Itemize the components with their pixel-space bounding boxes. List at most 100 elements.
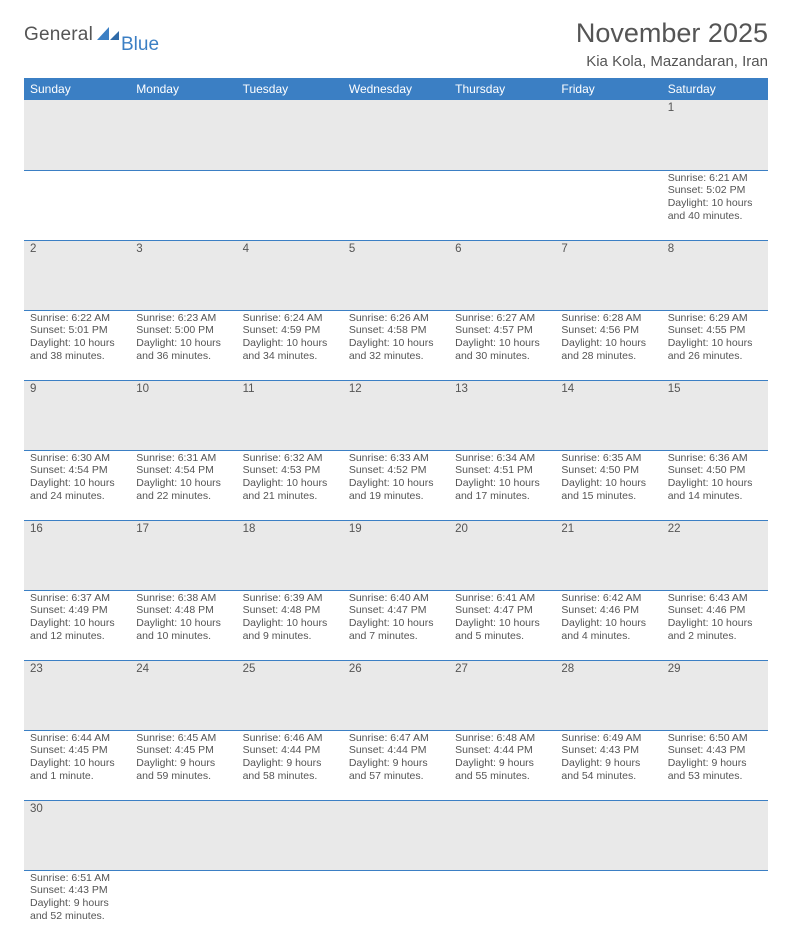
daybody-row: Sunrise: 6:21 AM Sunset: 5:02 PM Dayligh… <box>24 170 768 240</box>
day-number <box>449 100 555 116</box>
day-details <box>343 171 449 175</box>
day-number-cell: 15 <box>662 380 768 450</box>
day-details: Sunrise: 6:44 AM Sunset: 4:45 PM Dayligh… <box>24 731 130 786</box>
day-details: Sunrise: 6:23 AM Sunset: 5:00 PM Dayligh… <box>130 311 236 366</box>
day-number-cell: 3 <box>130 240 236 310</box>
weekday-header: Sunday <box>24 78 130 100</box>
day-body-cell: Sunrise: 6:35 AM Sunset: 4:50 PM Dayligh… <box>555 450 661 520</box>
day-number <box>237 801 343 817</box>
daynum-row: 2345678 <box>24 240 768 310</box>
weekday-header: Thursday <box>449 78 555 100</box>
day-number: 13 <box>449 381 555 397</box>
daynum-row: 16171819202122 <box>24 520 768 590</box>
day-number: 9 <box>24 381 130 397</box>
day-body-cell: Sunrise: 6:42 AM Sunset: 4:46 PM Dayligh… <box>555 590 661 660</box>
day-number-cell <box>449 800 555 870</box>
day-number-cell: 4 <box>237 240 343 310</box>
day-number-cell: 26 <box>343 660 449 730</box>
day-details: Sunrise: 6:28 AM Sunset: 4:56 PM Dayligh… <box>555 311 661 366</box>
day-body-cell <box>555 870 661 940</box>
day-body-cell <box>555 170 661 240</box>
day-number: 29 <box>662 661 768 677</box>
day-body-cell <box>130 870 236 940</box>
daybody-row: Sunrise: 6:37 AM Sunset: 4:49 PM Dayligh… <box>24 590 768 660</box>
day-number-cell: 25 <box>237 660 343 730</box>
day-details <box>555 871 661 875</box>
day-details: Sunrise: 6:39 AM Sunset: 4:48 PM Dayligh… <box>237 591 343 646</box>
day-number-cell: 13 <box>449 380 555 450</box>
day-number-cell <box>555 800 661 870</box>
day-number: 12 <box>343 381 449 397</box>
day-details <box>130 871 236 875</box>
day-number: 16 <box>24 521 130 537</box>
day-details: Sunrise: 6:51 AM Sunset: 4:43 PM Dayligh… <box>24 871 130 926</box>
day-details: Sunrise: 6:45 AM Sunset: 4:45 PM Dayligh… <box>130 731 236 786</box>
logo-text-blue: Blue <box>121 34 159 56</box>
day-details <box>237 871 343 875</box>
daynum-row: 23242526272829 <box>24 660 768 730</box>
day-number <box>555 801 661 817</box>
day-number-cell: 14 <box>555 380 661 450</box>
day-number: 19 <box>343 521 449 537</box>
day-number: 26 <box>343 661 449 677</box>
day-number-cell: 24 <box>130 660 236 730</box>
day-number <box>343 100 449 116</box>
day-body-cell <box>237 170 343 240</box>
day-number: 21 <box>555 521 661 537</box>
weekday-header: Monday <box>130 78 236 100</box>
day-body-cell: Sunrise: 6:29 AM Sunset: 4:55 PM Dayligh… <box>662 310 768 380</box>
day-number <box>449 801 555 817</box>
calendar-table: Sunday Monday Tuesday Wednesday Thursday… <box>24 78 768 940</box>
day-body-cell: Sunrise: 6:33 AM Sunset: 4:52 PM Dayligh… <box>343 450 449 520</box>
header: General Blue November 2025 Kia Kola, Maz… <box>24 18 768 70</box>
day-number <box>130 100 236 116</box>
day-body-cell: Sunrise: 6:21 AM Sunset: 5:02 PM Dayligh… <box>662 170 768 240</box>
day-number: 24 <box>130 661 236 677</box>
day-details: Sunrise: 6:48 AM Sunset: 4:44 PM Dayligh… <box>449 731 555 786</box>
day-details <box>449 171 555 175</box>
day-number: 28 <box>555 661 661 677</box>
day-body-cell: Sunrise: 6:43 AM Sunset: 4:46 PM Dayligh… <box>662 590 768 660</box>
daynum-row: 9101112131415 <box>24 380 768 450</box>
day-body-cell: Sunrise: 6:34 AM Sunset: 4:51 PM Dayligh… <box>449 450 555 520</box>
weekday-header: Saturday <box>662 78 768 100</box>
day-number: 15 <box>662 381 768 397</box>
day-number-cell: 28 <box>555 660 661 730</box>
day-number <box>237 100 343 116</box>
day-body-cell: Sunrise: 6:48 AM Sunset: 4:44 PM Dayligh… <box>449 730 555 800</box>
day-number: 27 <box>449 661 555 677</box>
day-body-cell: Sunrise: 6:28 AM Sunset: 4:56 PM Dayligh… <box>555 310 661 380</box>
daynum-row: 1 <box>24 100 768 170</box>
daybody-row: Sunrise: 6:51 AM Sunset: 4:43 PM Dayligh… <box>24 870 768 940</box>
day-body-cell: Sunrise: 6:24 AM Sunset: 4:59 PM Dayligh… <box>237 310 343 380</box>
day-number <box>555 100 661 116</box>
weekday-header: Wednesday <box>343 78 449 100</box>
day-number-cell: 29 <box>662 660 768 730</box>
day-details: Sunrise: 6:33 AM Sunset: 4:52 PM Dayligh… <box>343 451 449 506</box>
day-details: Sunrise: 6:50 AM Sunset: 4:43 PM Dayligh… <box>662 731 768 786</box>
day-number-cell: 18 <box>237 520 343 590</box>
day-details: Sunrise: 6:47 AM Sunset: 4:44 PM Dayligh… <box>343 731 449 786</box>
day-number: 3 <box>130 241 236 257</box>
day-body-cell: Sunrise: 6:47 AM Sunset: 4:44 PM Dayligh… <box>343 730 449 800</box>
day-details: Sunrise: 6:22 AM Sunset: 5:01 PM Dayligh… <box>24 311 130 366</box>
day-body-cell <box>237 870 343 940</box>
location-text: Kia Kola, Mazandaran, Iran <box>576 53 768 70</box>
day-number-cell <box>449 100 555 170</box>
day-number: 25 <box>237 661 343 677</box>
day-body-cell: Sunrise: 6:44 AM Sunset: 4:45 PM Dayligh… <box>24 730 130 800</box>
day-number-cell: 8 <box>662 240 768 310</box>
day-details: Sunrise: 6:46 AM Sunset: 4:44 PM Dayligh… <box>237 731 343 786</box>
day-body-cell: Sunrise: 6:22 AM Sunset: 5:01 PM Dayligh… <box>24 310 130 380</box>
day-details: Sunrise: 6:21 AM Sunset: 5:02 PM Dayligh… <box>662 171 768 226</box>
day-number-cell <box>343 100 449 170</box>
logo-text-general: General <box>24 24 93 46</box>
day-body-cell: Sunrise: 6:31 AM Sunset: 4:54 PM Dayligh… <box>130 450 236 520</box>
title-block: November 2025 Kia Kola, Mazandaran, Iran <box>576 18 768 70</box>
daybody-row: Sunrise: 6:22 AM Sunset: 5:01 PM Dayligh… <box>24 310 768 380</box>
day-details <box>343 871 449 875</box>
day-number: 10 <box>130 381 236 397</box>
day-number-cell: 19 <box>343 520 449 590</box>
day-number-cell: 21 <box>555 520 661 590</box>
day-body-cell <box>130 170 236 240</box>
